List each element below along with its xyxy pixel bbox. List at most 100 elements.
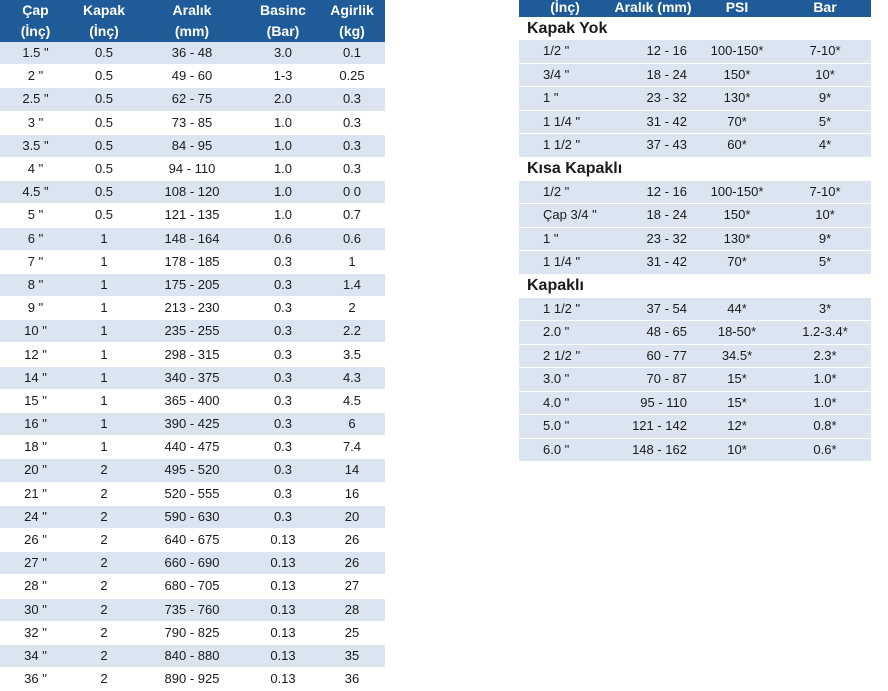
cell-agirlik: 0.3: [319, 134, 385, 158]
cell-basinc: 0.13: [247, 667, 319, 691]
cell-kapak: 2: [71, 528, 137, 553]
cell-cap: 30 ": [0, 598, 71, 622]
table-row: 2.0 " 48 - 65 18-50* 1.2-3.4*: [519, 320, 871, 345]
cell-range: 12 - 16: [611, 180, 695, 204]
cell-agirlik: 26: [319, 551, 385, 576]
cell-aralik: 148 - 164: [137, 227, 247, 251]
cell-kapak: 0.5: [71, 87, 137, 112]
cell-basinc: 0.3: [247, 435, 319, 460]
cell-cap: 9 ": [0, 296, 71, 321]
section-row: Kısa Kapaklı: [519, 157, 871, 181]
cell-agirlik: 0.3: [319, 157, 385, 182]
cell-size: 5.0 ": [519, 414, 611, 439]
table-row: 12 " 1 298 - 315 0.3 3.5: [0, 342, 385, 367]
header-basinc: Basinc: [247, 0, 319, 21]
header-agirlik-unit: (kg): [319, 21, 385, 42]
table-row: 8 " 1 175 - 205 0.3 1.4: [0, 273, 385, 298]
cell-agirlik: 6: [319, 412, 385, 437]
cell-psi: 18-50*: [695, 320, 779, 345]
table-row: 30 " 2 735 - 760 0.13 28: [0, 598, 385, 622]
cell-range: 95 - 110: [611, 391, 695, 415]
cell-basinc: 0.3: [247, 505, 319, 529]
table-row: 34 " 2 840 - 880 0.13 35: [0, 644, 385, 669]
cell-size: 6.0 ": [519, 438, 611, 462]
cell-kapak: 2: [71, 505, 137, 529]
cell-size: 2.0 ": [519, 320, 611, 345]
cell-agirlik: 4.3: [319, 366, 385, 390]
cell-size: 2 1/2 ": [519, 344, 611, 368]
cell-agirlik: 16: [319, 482, 385, 506]
cell-basinc: 3.0: [247, 42, 319, 66]
table-row: 5.0 " 121 - 142 12* 0.8*: [519, 414, 871, 439]
table-row: 21 " 2 520 - 555 0.3 16: [0, 482, 385, 506]
cell-agirlik: 27: [319, 574, 385, 599]
cell-cap: 3 ": [0, 111, 71, 135]
table-row: 3.0 " 70 - 87 15* 1.0*: [519, 367, 871, 392]
cell-bar: 1.0*: [779, 391, 871, 415]
cell-psi: 100-150*: [695, 40, 779, 64]
pressure-rating-table-body: Kapak Yok 1/2 " 12 - 16 100-150* 7-10* 3/4 " 1…: [519, 17, 871, 462]
cell-cap: 12 ": [0, 342, 71, 367]
cell-agirlik: 20: [319, 505, 385, 529]
cell-cap: 14 ": [0, 366, 71, 390]
cell-cap: 3.5 ": [0, 134, 71, 158]
cell-psi: 15*: [695, 367, 779, 392]
cell-basinc: 0.13: [247, 574, 319, 599]
cell-aralik: 175 - 205: [137, 273, 247, 298]
cell-range: 12 - 16: [611, 40, 695, 64]
table-row: 1 1/2 " 37 - 43 60* 4*: [519, 133, 871, 158]
cell-bar: 3*: [779, 297, 871, 321]
cell-aralik: 36 - 48: [137, 42, 247, 66]
table-row: 1.5 " 0.5 36 - 48 3.0 0.1: [0, 42, 385, 66]
cell-range: 60 - 77: [611, 344, 695, 368]
cell-kapak: 0.5: [71, 111, 137, 135]
header-aralik-mm: Aralık (mm): [611, 0, 695, 17]
cell-cap: 2.5 ": [0, 87, 71, 112]
cell-kapak: 1: [71, 342, 137, 367]
table-row: 1 1/4 " 31 - 42 70* 5*: [519, 250, 871, 275]
cell-bar: 7-10*: [779, 180, 871, 204]
cell-agirlik: 0.3: [319, 87, 385, 112]
cell-cap: 5 ": [0, 203, 71, 228]
section-row: Kapaklı: [519, 274, 871, 298]
table-row: 24 " 2 590 - 630 0.3 20: [0, 505, 385, 529]
cell-bar: 2.3*: [779, 344, 871, 368]
cell-psi: 130*: [695, 227, 779, 251]
cell-kapak: 1: [71, 296, 137, 321]
cell-aralik: 790 - 825: [137, 621, 247, 645]
cell-range: 37 - 43: [611, 133, 695, 158]
cell-agirlik: 14: [319, 458, 385, 483]
header-row-1: Çap Kapak Aralık Basinc Agirlik: [0, 0, 385, 21]
cell-kapak: 1: [71, 250, 137, 274]
cell-aralik: 680 - 705: [137, 574, 247, 599]
pressure-rating-table: (İnç) Aralık (mm) PSI Bar Kapak Yok 1/2 "…: [519, 0, 871, 462]
cell-psi: 100-150*: [695, 180, 779, 204]
cell-kapak: 2: [71, 644, 137, 669]
table-row: 14 " 1 340 - 375 0.3 4.3: [0, 366, 385, 390]
cell-aralik: 590 - 630: [137, 505, 247, 529]
cell-aralik: 840 - 880: [137, 644, 247, 669]
cell-basinc: 0.6: [247, 227, 319, 251]
cell-cap: 26 ": [0, 528, 71, 553]
header-row-2: (İnç) (İnç) (mm) (Bar) (kg): [0, 21, 385, 42]
cell-size: 3/4 ": [519, 63, 611, 87]
cell-bar: 10*: [779, 63, 871, 87]
section-title: Kapak Yok: [519, 17, 871, 40]
cell-basinc: 1.0: [247, 203, 319, 228]
cell-basinc: 1.0: [247, 111, 319, 135]
cell-cap: 20 ": [0, 458, 71, 483]
table-row: 36 " 2 890 - 925 0.13 36: [0, 667, 385, 691]
cell-range: 37 - 54: [611, 297, 695, 321]
table-row: 1 1/4 " 31 - 42 70* 5*: [519, 110, 871, 134]
cell-agirlik: 2.2: [319, 319, 385, 344]
cell-cap: 1.5 ": [0, 42, 71, 66]
table-row: 26 " 2 640 - 675 0.13 26: [0, 528, 385, 553]
cell-agirlik: 0.6: [319, 227, 385, 251]
cell-bar: 4*: [779, 133, 871, 158]
cell-kapak: 0.5: [71, 157, 137, 182]
cell-cap: 28 ": [0, 574, 71, 599]
cell-basinc: 0.3: [247, 250, 319, 274]
cell-psi: 70*: [695, 110, 779, 134]
cell-cap: 7 ": [0, 250, 71, 274]
cell-basinc: 0.3: [247, 342, 319, 367]
